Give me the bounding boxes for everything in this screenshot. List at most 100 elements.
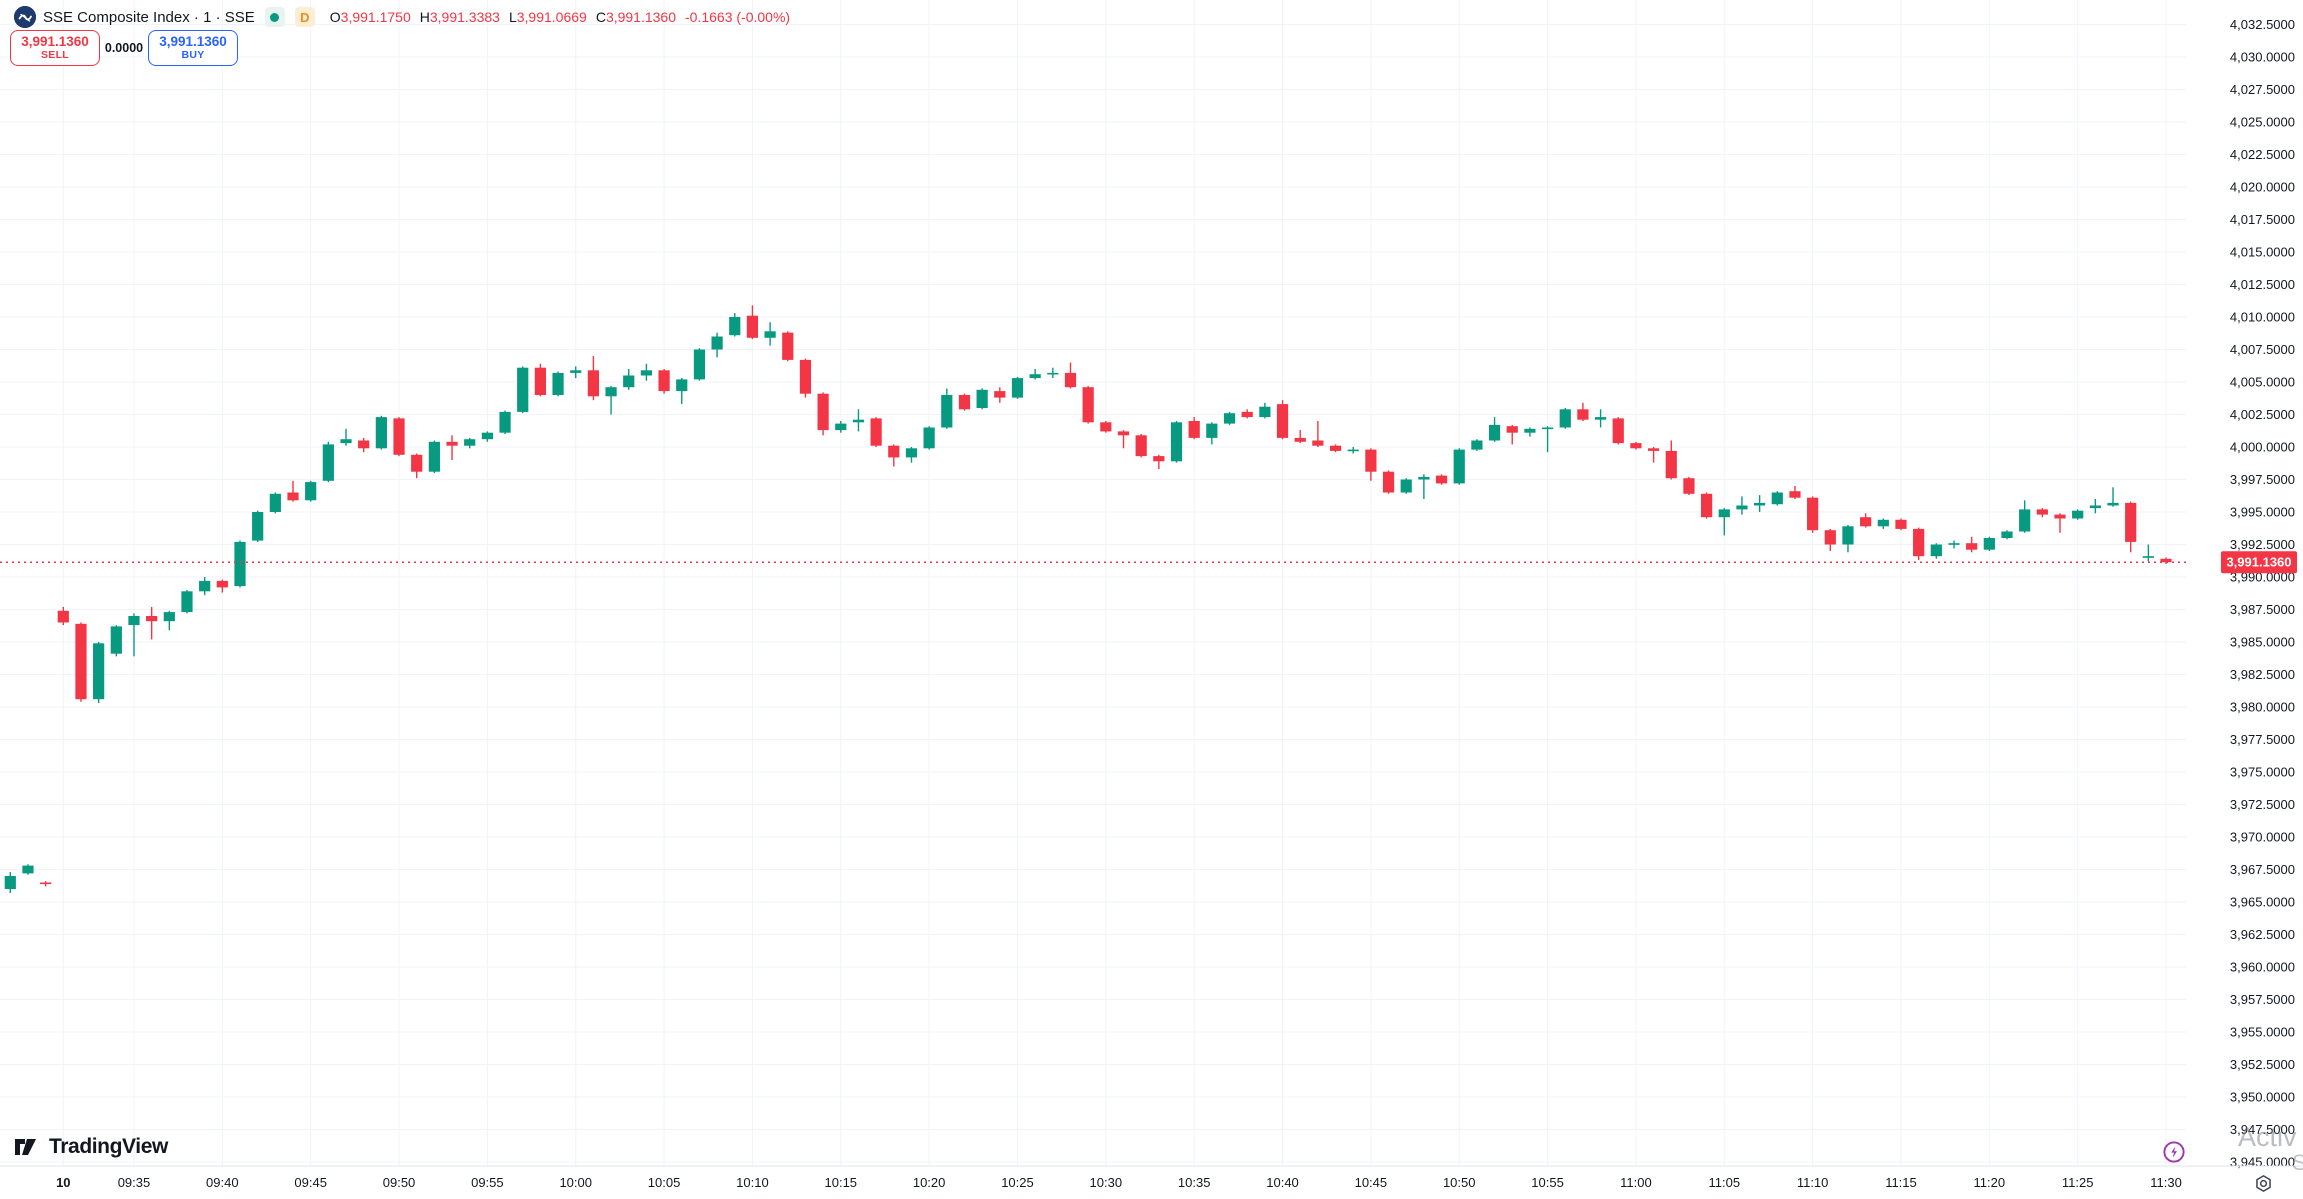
- market-status-button[interactable]: [264, 7, 285, 27]
- candle-body: [570, 370, 582, 373]
- time-axis-label: 11:30: [2150, 1175, 2182, 1190]
- candle-body: [1135, 435, 1147, 457]
- candle-body: [2072, 510, 2084, 519]
- day-axis-label: 10: [56, 1175, 70, 1190]
- candle-body: [1064, 372, 1077, 388]
- candle-body: [1011, 378, 1024, 398]
- candle-body: [1895, 519, 1907, 529]
- high-value: 3,991.3383: [429, 9, 500, 25]
- candle-body: [888, 445, 900, 458]
- buy-button[interactable]: 3,991.1360 BUY: [148, 30, 238, 66]
- axis-settings-button[interactable]: [2250, 1170, 2276, 1196]
- time-axis-label: 11:10: [1797, 1175, 1829, 1190]
- time-axis-label: 10:25: [1001, 1175, 1034, 1190]
- candle-body: [411, 454, 423, 472]
- spread-value: 0.0000: [104, 41, 144, 55]
- candle-body: [1789, 491, 1801, 498]
- candle-body: [1382, 471, 1395, 493]
- candle-body: [958, 395, 971, 410]
- candle-body: [1736, 505, 1748, 510]
- candle-body: [2036, 509, 2048, 515]
- candle-body: [1047, 372, 1059, 375]
- price-axis-label: 4,005.0000: [2230, 375, 2295, 390]
- candle-body: [605, 387, 617, 397]
- candle-body: [1347, 449, 1359, 452]
- candle-body: [1983, 538, 1995, 550]
- candle-body: [1541, 427, 1554, 430]
- candle-body: [835, 423, 847, 431]
- candle-body: [764, 331, 776, 338]
- candle-body: [1241, 411, 1253, 418]
- candle-body: [2125, 502, 2137, 542]
- price-axis-label: 3,995.0000: [2230, 505, 2295, 520]
- price-axis-label: 3,980.0000: [2230, 700, 2295, 715]
- candle-body: [676, 379, 688, 392]
- candle-body: [110, 626, 122, 654]
- candle-body: [587, 370, 599, 397]
- price-axis[interactable]: [2186, 0, 2303, 1166]
- candle-body: [499, 411, 511, 433]
- high-label: H: [419, 9, 430, 25]
- candle-body: [1506, 426, 1518, 433]
- candle-body: [1842, 526, 1854, 545]
- tradingview-logo[interactable]: TradingView: [14, 1134, 168, 1160]
- time-axis[interactable]: [0, 1166, 2303, 1199]
- price-axis-label: 3,982.5000: [2230, 667, 2295, 682]
- time-axis-label: 10:35: [1178, 1175, 1211, 1190]
- interval-badge[interactable]: D: [294, 7, 315, 27]
- candle-body: [746, 315, 759, 338]
- candle-body: [2107, 502, 2119, 506]
- candle-body: [905, 448, 918, 458]
- candle-body: [1418, 476, 1430, 480]
- candle-body: [252, 512, 264, 541]
- candle-body: [1329, 445, 1342, 451]
- price-axis-label: 3,970.0000: [2230, 830, 2295, 845]
- time-axis-label: 10:45: [1355, 1175, 1388, 1190]
- price-axis-label: 4,020.0000: [2230, 180, 2295, 195]
- price-axis-label: 3,975.0000: [2230, 765, 2295, 780]
- candle-body: [1117, 431, 1130, 436]
- time-axis-label: 10:50: [1443, 1175, 1476, 1190]
- price-axis-label: 3,977.5000: [2230, 732, 2295, 747]
- candle-body: [1188, 421, 1200, 438]
- candle-body: [782, 332, 794, 360]
- open-value: 3,991.1750: [340, 9, 411, 25]
- candle-body: [1683, 478, 1695, 494]
- candle-body: [181, 591, 193, 613]
- quick-trade-button[interactable]: [2163, 1141, 2185, 1163]
- candle-body: [870, 418, 882, 446]
- candle-body: [340, 439, 352, 444]
- watermark-text: Activ: [2238, 1122, 2297, 1152]
- sell-button[interactable]: 3,991.1360 SELL: [10, 30, 100, 66]
- candle-body: [1807, 497, 1819, 531]
- time-axis-label: 10:40: [1266, 1175, 1299, 1190]
- symbol-title[interactable]: SSE Composite Index · 1 · SSE: [43, 8, 255, 26]
- candle-body: [428, 441, 440, 472]
- candle-body: [2089, 505, 2101, 509]
- time-axis-label: 10:10: [736, 1175, 769, 1190]
- price-axis-label: 4,017.5000: [2230, 212, 2295, 227]
- price-axis-label: 3,957.5000: [2230, 992, 2295, 1007]
- time-axis-label: 10:55: [1531, 1175, 1564, 1190]
- candle-body: [4, 876, 16, 889]
- candle-body: [199, 580, 211, 592]
- candle-body: [994, 391, 1006, 398]
- sell-label: SELL: [40, 48, 70, 61]
- candle-body: [1082, 387, 1094, 423]
- candle-body: [640, 370, 653, 376]
- price-axis-label: 3,990.0000: [2230, 570, 2295, 585]
- symbol-logo-icon[interactable]: [14, 6, 36, 28]
- candle-body: [852, 419, 865, 423]
- candle-body: [1966, 543, 1978, 550]
- candle-body: [517, 367, 529, 412]
- price-axis-label: 3,967.5000: [2230, 862, 2295, 877]
- order-panel: 3,991.1360 SELL 0.0000 3,991.1360 BUY: [10, 30, 238, 66]
- time-axis-label: 09:55: [471, 1175, 504, 1190]
- time-axis-label: 11:00: [1620, 1175, 1652, 1190]
- candle-body: [234, 541, 246, 587]
- candle-body: [1913, 528, 1925, 557]
- candle-body: [1701, 493, 1713, 518]
- price-axis-label: 4,032.5000: [2230, 17, 2295, 32]
- price-axis-label: 4,012.5000: [2230, 277, 2295, 292]
